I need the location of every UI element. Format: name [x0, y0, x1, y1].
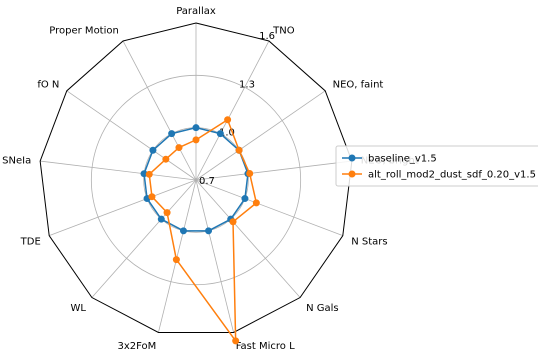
spoke-line: [195, 160, 352, 181]
data-point: [224, 116, 232, 124]
data-point: [175, 144, 183, 152]
data-point: [179, 227, 187, 235]
spoke-line: [195, 179, 234, 333]
spoke-line: [66, 90, 197, 181]
data-point: [168, 130, 176, 138]
legend-label-baseline: baseline_v1.5: [368, 154, 437, 165]
radial-tick-label: 0.7: [199, 176, 215, 187]
spoke-line: [195, 40, 270, 181]
category-label: Proper Motion: [49, 25, 119, 36]
data-point: [232, 337, 240, 345]
spoke-line: [91, 179, 197, 298]
series-line: [148, 119, 258, 342]
spoke-line: [195, 179, 343, 237]
category-label: N Gals: [306, 303, 339, 314]
radial-tick-labels: 0.7 1.0 1.3 1.6: [199, 31, 275, 187]
data-point: [140, 170, 148, 178]
data-point: [145, 170, 153, 178]
data-point: [157, 215, 165, 223]
legend-marker-baseline: [348, 154, 356, 162]
category-label: SNeIa: [2, 156, 31, 167]
data-point: [148, 193, 156, 201]
series-group: [145, 116, 260, 345]
category-label: TDE: [20, 236, 41, 247]
radial-tick-label: 1.0: [219, 128, 235, 139]
category-label: Fast Micro L: [236, 341, 295, 352]
radial-tick-label: 1.6: [259, 31, 275, 42]
data-point: [229, 218, 237, 226]
data-point: [235, 146, 243, 154]
data-point: [241, 195, 249, 203]
frame-polygon: [39, 22, 353, 333]
data-point: [149, 146, 157, 154]
data-point: [246, 169, 254, 177]
legend-marker-alt-roll: [348, 170, 356, 178]
category-label: fO N: [37, 79, 59, 90]
spoke-line: [40, 160, 197, 181]
data-point: [252, 199, 260, 207]
category-label: WL: [70, 303, 86, 314]
data-point: [192, 136, 200, 144]
spoke-line: [195, 90, 326, 181]
spoke-line: [195, 179, 301, 298]
data-point: [192, 124, 200, 132]
legend-label-alt-roll: alt_roll_mod2_dust_sdf_0.20_v1.5: [368, 170, 536, 181]
data-series: [140, 116, 260, 345]
category-label: NEO, faint: [333, 79, 384, 90]
spoke-line: [122, 40, 197, 181]
data-point: [163, 209, 171, 217]
category-label: Parallax: [176, 6, 216, 17]
legend-box: [335, 145, 538, 187]
radial-tick-label: 1.3: [239, 79, 255, 90]
legend: baseline_v1.5 alt_roll_mod2_dust_sdf_0.2…: [335, 145, 538, 187]
data-point: [216, 130, 224, 138]
data-point: [162, 155, 170, 163]
category-label: TNO: [272, 25, 295, 36]
outer-frame: [39, 22, 353, 333]
data-point: [205, 227, 213, 235]
category-label: 3x2FoM: [117, 341, 156, 352]
spoke-line: [49, 179, 197, 237]
category-label: N Stars: [351, 236, 387, 247]
data-point: [172, 256, 180, 264]
